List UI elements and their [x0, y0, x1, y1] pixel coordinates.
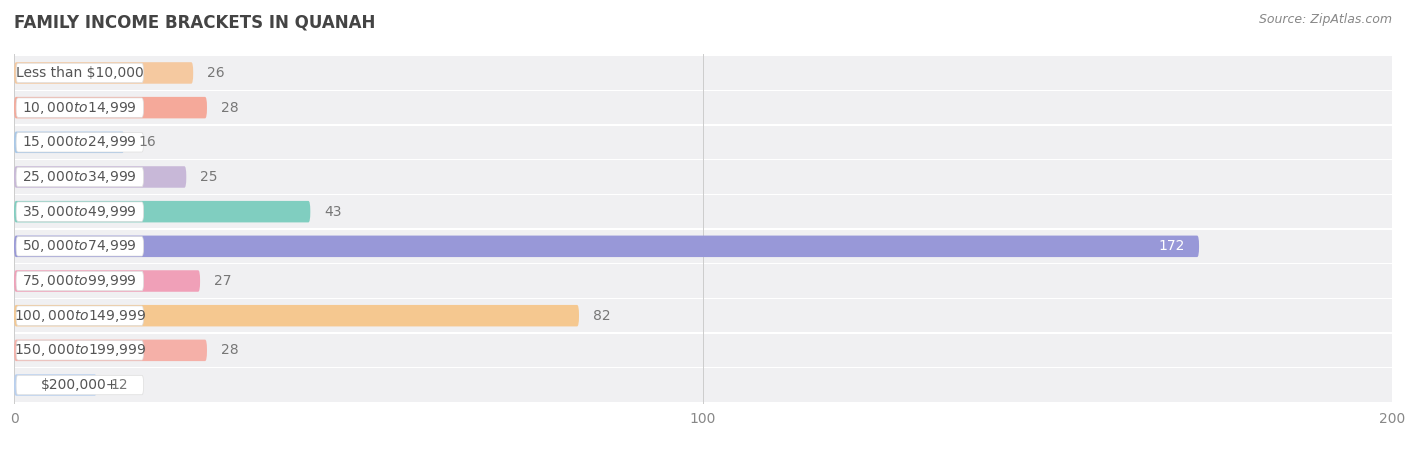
Text: Source: ZipAtlas.com: Source: ZipAtlas.com — [1258, 13, 1392, 26]
FancyBboxPatch shape — [14, 368, 1392, 402]
Text: FAMILY INCOME BRACKETS IN QUANAH: FAMILY INCOME BRACKETS IN QUANAH — [14, 13, 375, 31]
FancyBboxPatch shape — [14, 62, 193, 84]
FancyBboxPatch shape — [14, 299, 1392, 332]
FancyBboxPatch shape — [14, 334, 1392, 367]
Text: $75,000 to $99,999: $75,000 to $99,999 — [22, 273, 138, 289]
Text: Less than $10,000: Less than $10,000 — [15, 66, 143, 80]
FancyBboxPatch shape — [14, 132, 124, 153]
Text: $25,000 to $34,999: $25,000 to $34,999 — [22, 169, 138, 185]
Text: 16: 16 — [138, 135, 156, 150]
FancyBboxPatch shape — [14, 195, 1392, 228]
FancyBboxPatch shape — [14, 230, 1392, 263]
FancyBboxPatch shape — [15, 98, 143, 117]
FancyBboxPatch shape — [15, 237, 143, 256]
FancyBboxPatch shape — [14, 56, 1392, 90]
FancyBboxPatch shape — [15, 341, 143, 360]
FancyBboxPatch shape — [15, 271, 143, 291]
Text: $150,000 to $199,999: $150,000 to $199,999 — [14, 342, 146, 358]
Text: 28: 28 — [221, 343, 239, 357]
FancyBboxPatch shape — [14, 264, 1392, 298]
Text: 172: 172 — [1159, 239, 1185, 253]
Text: 27: 27 — [214, 274, 232, 288]
FancyBboxPatch shape — [15, 202, 143, 221]
Text: 25: 25 — [200, 170, 218, 184]
Text: $35,000 to $49,999: $35,000 to $49,999 — [22, 204, 138, 220]
FancyBboxPatch shape — [14, 97, 207, 119]
Text: 28: 28 — [221, 101, 239, 114]
FancyBboxPatch shape — [14, 126, 1392, 159]
Text: $50,000 to $74,999: $50,000 to $74,999 — [22, 238, 138, 254]
Text: $15,000 to $24,999: $15,000 to $24,999 — [22, 134, 138, 150]
FancyBboxPatch shape — [14, 305, 579, 326]
Text: 43: 43 — [325, 205, 342, 219]
Text: 82: 82 — [593, 308, 610, 323]
Text: $200,000+: $200,000+ — [41, 378, 118, 392]
Text: $100,000 to $149,999: $100,000 to $149,999 — [14, 308, 146, 324]
FancyBboxPatch shape — [15, 306, 143, 326]
FancyBboxPatch shape — [15, 167, 143, 187]
FancyBboxPatch shape — [14, 270, 200, 292]
Text: $10,000 to $14,999: $10,000 to $14,999 — [22, 100, 138, 116]
FancyBboxPatch shape — [14, 166, 186, 188]
FancyBboxPatch shape — [14, 374, 97, 396]
FancyBboxPatch shape — [14, 339, 207, 361]
FancyBboxPatch shape — [14, 160, 1392, 194]
FancyBboxPatch shape — [15, 63, 143, 83]
FancyBboxPatch shape — [14, 236, 1199, 257]
FancyBboxPatch shape — [14, 91, 1392, 124]
Text: 12: 12 — [111, 378, 128, 392]
Text: 26: 26 — [207, 66, 225, 80]
FancyBboxPatch shape — [14, 201, 311, 222]
FancyBboxPatch shape — [15, 132, 143, 152]
FancyBboxPatch shape — [15, 375, 143, 395]
